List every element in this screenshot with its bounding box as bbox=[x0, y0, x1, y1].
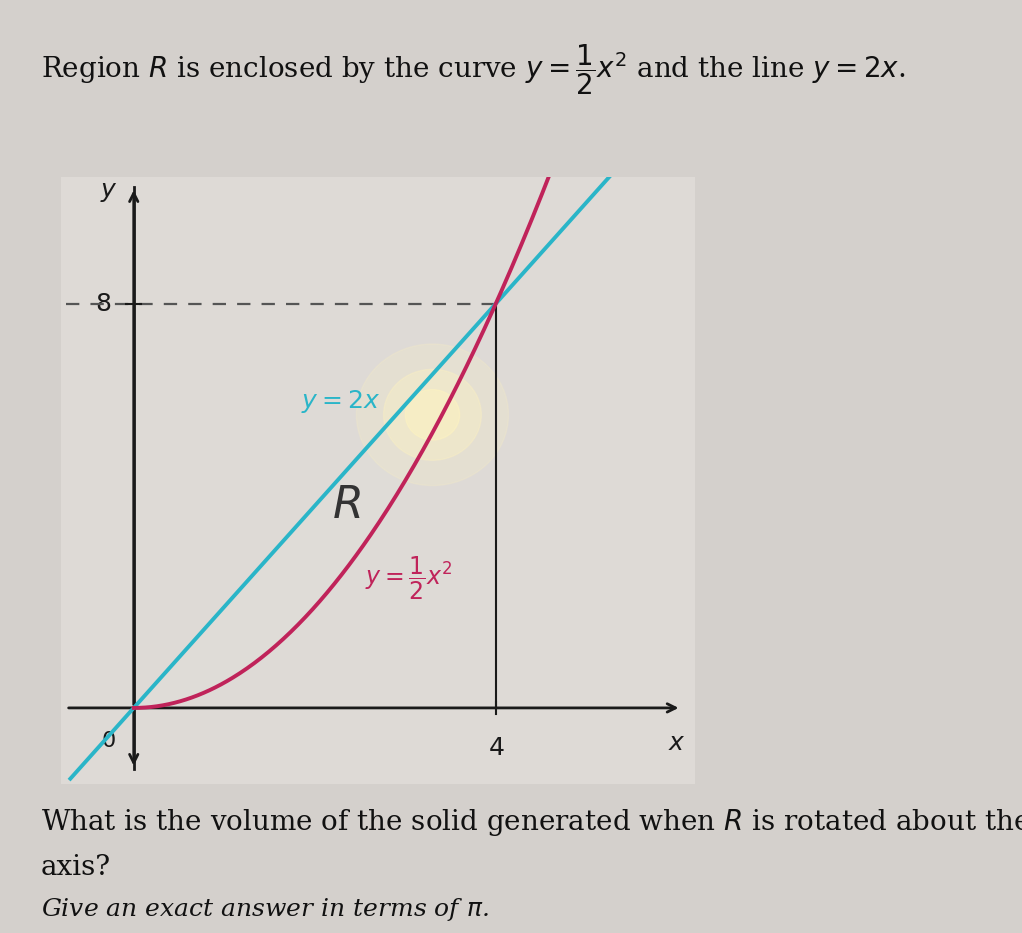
Ellipse shape bbox=[406, 390, 460, 440]
Text: $0$: $0$ bbox=[101, 731, 115, 751]
Text: $x$: $x$ bbox=[668, 731, 686, 755]
Text: $y$: $y$ bbox=[100, 180, 118, 204]
Ellipse shape bbox=[357, 344, 509, 485]
Text: axis?: axis? bbox=[41, 854, 111, 881]
Text: $R$: $R$ bbox=[332, 484, 361, 527]
Text: What is the volume of the solid generated when $R$ is rotated about the $y$-: What is the volume of the solid generate… bbox=[41, 807, 1022, 838]
Text: $y = \dfrac{1}{2}x^2$: $y = \dfrac{1}{2}x^2$ bbox=[365, 554, 452, 602]
Text: $4$: $4$ bbox=[487, 736, 504, 759]
Text: $8$: $8$ bbox=[95, 292, 111, 315]
Text: $y = 2x$: $y = 2x$ bbox=[301, 388, 380, 415]
Text: Give an exact answer in terms of $\pi$.: Give an exact answer in terms of $\pi$. bbox=[41, 896, 489, 923]
Text: Region $R$ is enclosed by the curve $y = \dfrac{1}{2}x^2$ and the line $y = 2x$.: Region $R$ is enclosed by the curve $y =… bbox=[41, 42, 905, 97]
Ellipse shape bbox=[383, 369, 481, 460]
